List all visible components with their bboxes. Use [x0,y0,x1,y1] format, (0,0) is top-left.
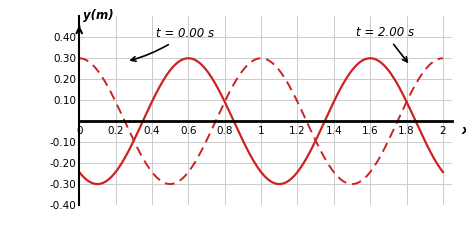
Text: x(m): x(m) [461,124,466,137]
Text: t = 0.00 s: t = 0.00 s [131,27,214,61]
Text: y(m): y(m) [83,9,114,22]
Text: t = 2.00 s: t = 2.00 s [356,26,414,62]
